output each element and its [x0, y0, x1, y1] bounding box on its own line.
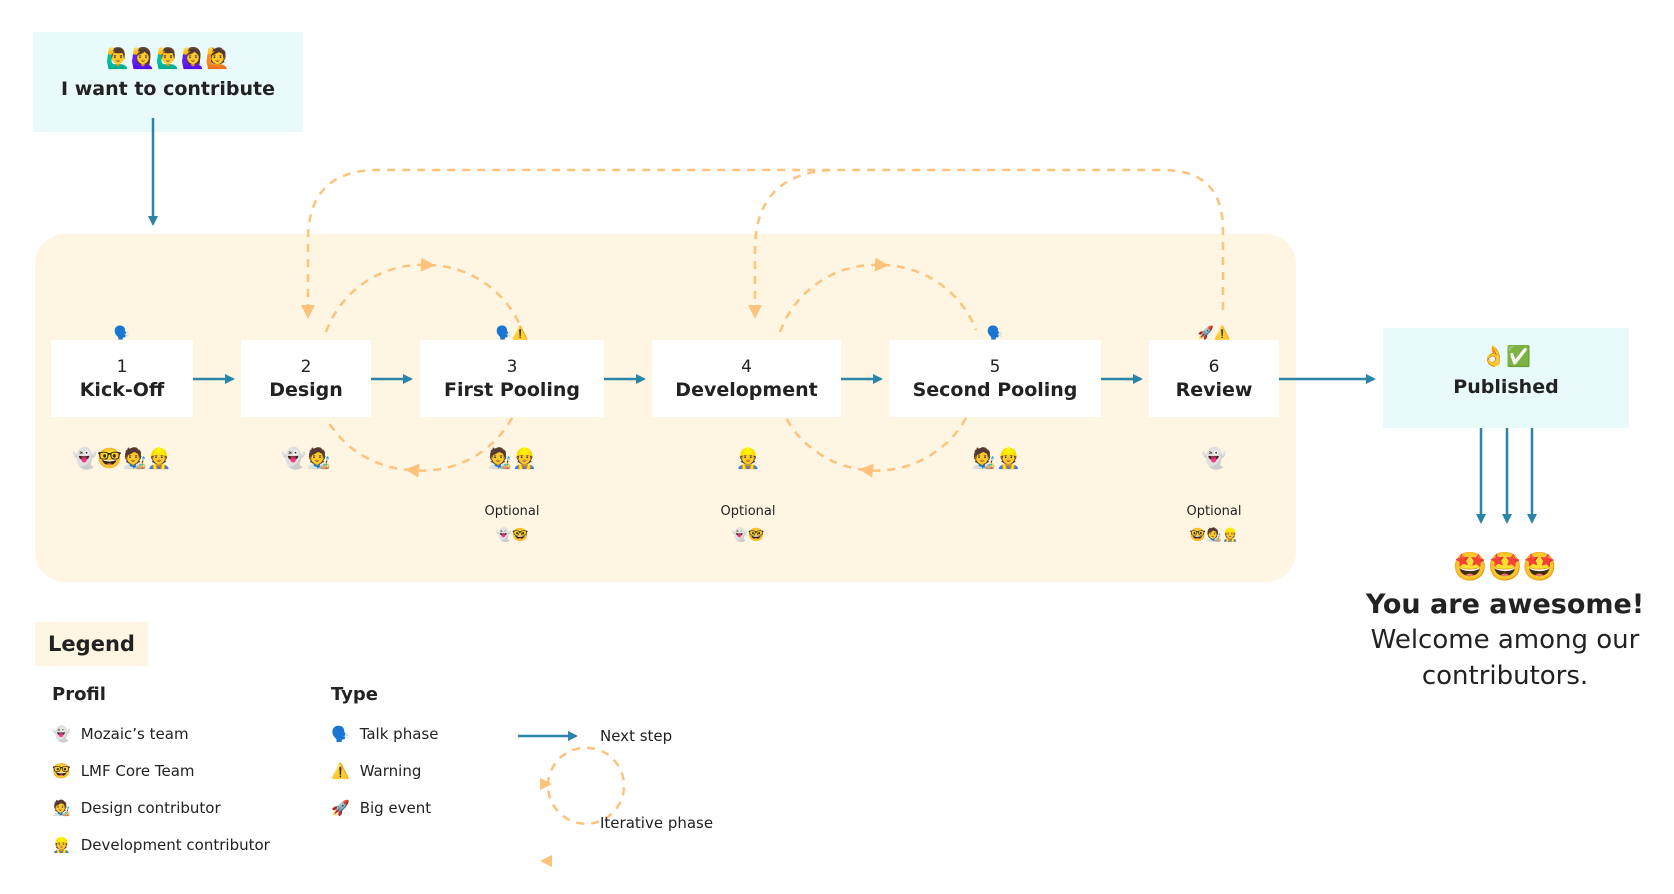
- published-label: Published: [1453, 376, 1559, 398]
- stage-name: Review: [1175, 378, 1253, 401]
- profile-icons: 🧑‍🎨👷: [971, 446, 1021, 470]
- optional-profile-icons: 👻🤓: [495, 528, 529, 543]
- loop-design-pooling: [324, 257, 435, 333]
- legend-profil-title: Profil: [52, 684, 106, 705]
- start-label: I want to contribute: [61, 78, 275, 100]
- stage-number: 6: [1208, 356, 1220, 377]
- stage-second-pooling: 5 Second Pooling: [889, 340, 1101, 417]
- stage-number: 4: [741, 356, 752, 377]
- legend-profil-dev: 👷 Development contributor: [52, 836, 270, 854]
- optional-label: Optional: [484, 504, 540, 519]
- published-box: 👌✅ Published: [1383, 328, 1629, 428]
- speaking-head-icon: 🗣️: [331, 725, 350, 743]
- profile-icons: 👻: [1201, 446, 1227, 470]
- legend-next-step: Next step: [600, 727, 673, 745]
- legend-type-big-event: 🚀 Big event: [331, 799, 431, 817]
- ghost-icon: 👻: [52, 725, 71, 743]
- stage-name: Design: [269, 378, 343, 401]
- stage-number: 2: [300, 356, 312, 377]
- finale: 🤩🤩🤩 You are awesome! Welcome among our c…: [1345, 550, 1665, 694]
- stage-name: Development: [675, 378, 818, 401]
- optional-label: Optional: [720, 504, 776, 519]
- stage-design: 2 Design: [241, 340, 371, 417]
- optional-profile-icons: 🤓🧑‍🎨👷: [1189, 528, 1239, 543]
- talk-phase-icon: 🗣️: [986, 326, 1004, 341]
- legend-iterative-loop: [546, 746, 626, 825]
- optional-profile-icons: 👻🤓: [731, 528, 765, 543]
- legend-label: Warning: [359, 762, 422, 780]
- loop-review-to-dev: [748, 168, 831, 319]
- profile-icons: 👷: [735, 446, 761, 470]
- raising-hand-icons: 🙋‍♂️🙋‍♀️🙋‍♂️🙋‍♀️🙋: [105, 46, 231, 70]
- profile-icons: 🧑‍🎨👷: [487, 446, 537, 470]
- technologist-icon: 👷: [52, 836, 71, 854]
- rocket-icon: 🚀: [331, 799, 350, 817]
- legend-label: Development contributor: [80, 836, 270, 854]
- nerd-face-icon: 🤓: [52, 762, 71, 780]
- artist-icon: 🧑‍🎨: [52, 799, 71, 817]
- rocket-warning-icons: 🚀⚠️: [1197, 326, 1231, 341]
- legend-title: Legend: [35, 622, 148, 666]
- legend-label: LMF Core Team: [80, 762, 195, 780]
- legend-type-warning: ⚠️ Warning: [331, 762, 421, 780]
- legend-profil-mozaic: 👻 Mozaic’s team: [52, 725, 189, 743]
- optional-label: Optional: [1186, 504, 1242, 519]
- loop-review-to-design: [301, 168, 1225, 319]
- loop-dev-pooling: [778, 257, 889, 333]
- legend-profil-design: 🧑‍🎨 Design contributor: [52, 799, 221, 817]
- legend-type-title: Type: [331, 684, 378, 705]
- stage-name: Kick-Off: [79, 378, 165, 401]
- start-box: 🙋‍♂️🙋‍♀️🙋‍♂️🙋‍♀️🙋 I want to contribute: [33, 32, 303, 132]
- talk-phase-icon: 🗣️: [113, 326, 131, 341]
- finale-title: You are awesome!: [1365, 589, 1645, 620]
- stage-number: 1: [116, 356, 128, 377]
- talk-warning-icons: 🗣️⚠️: [495, 326, 529, 341]
- legend-label: Talk phase: [359, 725, 439, 743]
- profile-icons: 👻🧑‍🎨: [281, 446, 331, 470]
- stage-first-pooling: 3 First Pooling: [420, 340, 604, 417]
- ok-check-icons: 👌✅: [1481, 344, 1531, 368]
- stage-number: 5: [989, 356, 1001, 377]
- stage-name: First Pooling: [443, 378, 581, 401]
- stage-review: 6 Review: [1149, 340, 1279, 417]
- stage-development: 4 Development: [652, 340, 841, 417]
- stage-number: 3: [506, 356, 518, 377]
- profile-icons: 👻🤓🧑‍🎨👷: [72, 446, 172, 470]
- finale-subtitle: Welcome among our contributors.: [1370, 625, 1640, 691]
- stage-kick-off: 1 Kick-Off: [51, 340, 193, 417]
- stage-name: Second Pooling: [912, 378, 1078, 401]
- legend-label: Design contributor: [80, 799, 221, 817]
- legend-iterative-phase: Iterative phase: [600, 814, 714, 832]
- legend-label: Mozaic’s team: [80, 725, 189, 743]
- legend-profil-lmf: 🤓 LMF Core Team: [52, 762, 195, 780]
- star-struck-icons: 🤩🤩🤩: [1452, 550, 1558, 583]
- legend-type-talk: 🗣️ Talk phase: [331, 725, 438, 743]
- warning-icon: ⚠️: [331, 762, 350, 780]
- legend-label: Big event: [359, 799, 432, 817]
